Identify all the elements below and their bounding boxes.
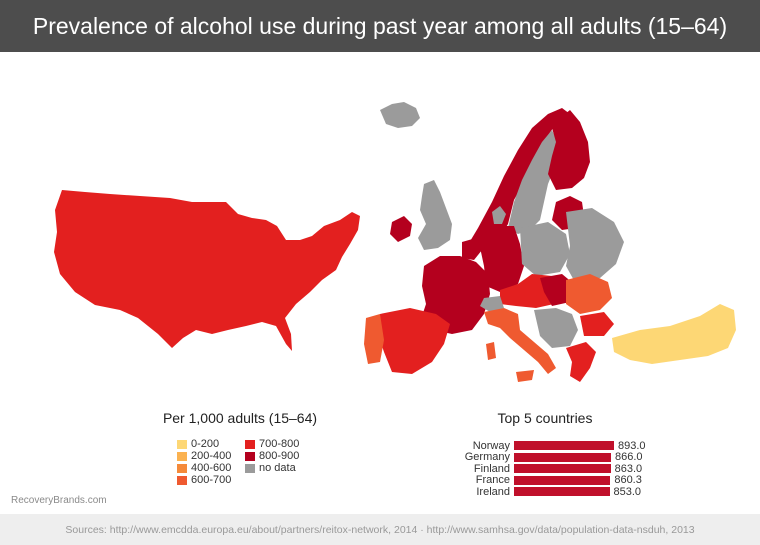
bar [514,475,611,485]
top5-title: Top 5 countries [497,410,593,426]
map-ireland [390,216,412,242]
bar-value-label: 863.0 [614,462,643,475]
map-poland [520,222,570,276]
map-sicily [516,370,534,382]
map-benelux [462,238,482,260]
map-iceland [380,102,420,128]
legend-item: 600-700 [177,474,231,486]
legend-title: Per 1,000 adults (15–64) [162,410,318,426]
bar [514,452,611,462]
legend-label: 200-400 [191,450,232,462]
map-italy [484,308,556,374]
map-east [566,208,624,284]
map-norway [466,108,570,248]
bar-category-label: France [475,474,510,487]
top5-row: Ireland 853.0 [430,486,660,498]
map-finland [548,110,590,190]
top5-row: Germany 866.0 [430,451,660,464]
map-spain [378,308,450,374]
bar-category-label: Norway [472,439,510,452]
map-bulgaria [580,312,614,336]
legend-label: 400-600 [191,462,232,474]
legend-label: 0-200 [191,438,220,450]
bar-value-label: 866.0 [614,451,643,464]
top5-row: Finland 863.0 [430,463,660,475]
legend-swatch [245,451,255,461]
map-sweden [508,130,558,234]
bar-value-label: 853.0 [613,485,642,498]
legend-swatch [245,439,255,449]
top5-row: France 860.3 [430,474,660,487]
map-turkey [612,304,736,364]
legend-swatch [177,451,187,461]
top5-row: Norway 893.0 [430,440,660,452]
bar-value-label: 860.3 [614,474,642,487]
map-denmark [492,206,506,224]
legend-item: 700-800 [245,438,299,450]
watermark: RecoveryBrands.com [11,495,107,506]
legend-item: no data [245,462,299,474]
chart-title: Prevalence of alcohol use during past ye… [32,12,728,39]
sources-footer: Sources: http://www.emcdda.europa.eu/abo… [0,514,760,545]
title-bar: Prevalence of alcohol use during past ye… [0,0,760,52]
legend-swatch [177,475,187,485]
map-france [420,256,490,334]
bar [514,464,611,474]
bar [514,487,610,497]
legend-item: 200-400 [177,450,231,462]
legend-label: 600-700 [191,474,232,486]
map-portugal [364,314,384,364]
map-sardinia [486,342,496,360]
map-uk [418,180,452,250]
legend-item: 0-200 [177,438,231,450]
bar-category-label: Ireland [476,485,510,498]
map-romania [566,274,612,314]
map-usa [54,190,360,351]
map-germany [478,226,524,292]
map-greece [566,342,596,382]
map-switzerland [480,296,504,312]
legend-swatch [245,463,255,473]
top5-chart: Norway 893.0 Germany 866.0 Finland 863.0 Franc… [430,440,660,498]
map-balkans [534,308,578,348]
legend-item: 400-600 [177,462,231,474]
legend-label: 800-900 [259,450,300,462]
legend-swatch [177,463,187,473]
legend-item: 800-900 [245,450,299,462]
legend-swatch [177,439,187,449]
bar-value-label: 893.0 [618,439,646,452]
bar-category-label: Finland [473,462,510,475]
map-hungary [540,274,574,306]
legend-label: 700-800 [259,438,300,450]
choropleth-maps [54,102,736,382]
legend-label: no data [259,462,296,474]
bar [514,441,614,451]
bar-category-label: Germany [464,451,510,464]
